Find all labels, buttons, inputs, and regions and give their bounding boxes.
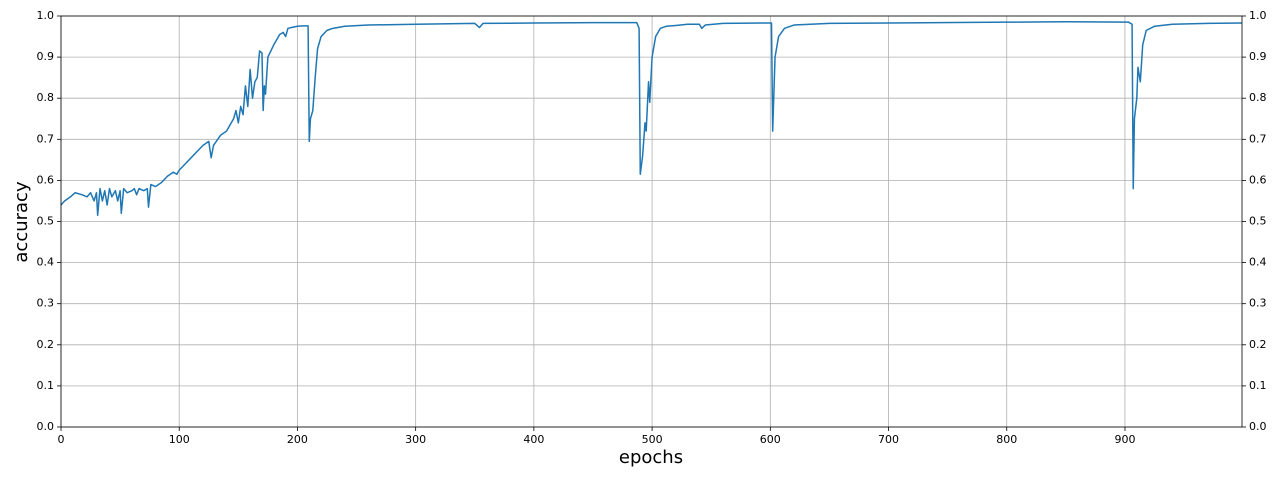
y-tick-label: 0.0 [37,420,55,433]
y-tick-label: 0.1 [37,379,55,392]
x-tick-label: 0 [58,433,65,446]
plot-frame [60,15,1243,428]
x-tick-label: 600 [760,433,781,446]
y-tick-label-right: 0.0 [1249,420,1267,433]
y-tick-label: 0.6 [37,173,55,186]
y-tick-label: 0.7 [37,132,55,145]
y-tick-label-right: 0.7 [1249,132,1267,145]
y-tick-label: 0.4 [37,256,55,269]
y-tick-label-right: 0.8 [1249,91,1267,104]
y-tick-label-right: 0.9 [1249,50,1267,63]
x-tick-label: 800 [996,433,1017,446]
x-tick-label: 200 [287,433,308,446]
y-tick-label-right: 0.2 [1249,338,1267,351]
x-tick-label: 100 [169,433,190,446]
y-tick-label: 1.0 [37,9,55,22]
y-tick-label: 0.8 [37,91,55,104]
y-tick-label: 0.5 [37,215,55,228]
y-axis-label: accuracy [11,181,32,263]
x-tick-label: 900 [1114,433,1135,446]
y-tick-label-right: 0.6 [1249,173,1267,186]
x-axis-label: epochs [619,447,683,468]
data-line [60,21,1243,217]
x-tick-label: 700 [878,433,899,446]
y-tick-label-right: 1.0 [1249,9,1267,22]
y-tick-label: 0.3 [37,297,55,310]
x-tick-label: 400 [523,433,544,446]
y-tick-label-right: 0.1 [1249,379,1267,392]
x-tick-label: 300 [405,433,426,446]
y-tick-label-right: 0.4 [1249,256,1267,269]
x-tick-label: 500 [642,433,663,446]
y-tick-label-right: 0.3 [1249,297,1267,310]
y-tick-label-right: 0.5 [1249,215,1267,228]
y-tick-label: 0.9 [37,50,55,63]
y-tick-label: 0.2 [37,338,55,351]
